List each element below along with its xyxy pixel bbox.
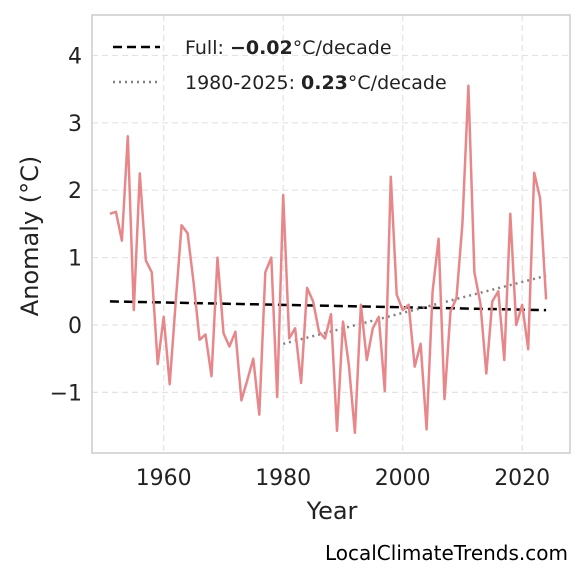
legend-full-value: −0.02 xyxy=(230,37,293,59)
series-line xyxy=(109,84,548,435)
y-tick-label: 3 xyxy=(68,112,82,137)
legend-full-prefix: Full: xyxy=(185,37,230,59)
watermark: LocalClimateTrends.com xyxy=(325,541,568,565)
x-axis-label: Year xyxy=(306,497,358,525)
y-tick-label: 2 xyxy=(68,179,82,204)
y-tick-label: 1 xyxy=(68,247,82,272)
x-tick-label: 2020 xyxy=(494,466,550,491)
x-tick-label: 1960 xyxy=(136,466,192,491)
y-tick-label: 0 xyxy=(68,314,82,339)
x-tick-label: 2000 xyxy=(375,466,431,491)
legend-recent-suffix: °C/decade xyxy=(348,72,447,94)
legend-entry-recent: 1980-2025: 0.23°C/decade xyxy=(185,72,447,94)
y-tick-label: −1 xyxy=(50,381,82,406)
legend-recent-value: 0.23 xyxy=(301,72,348,94)
legend-recent-prefix: 1980-2025: xyxy=(185,72,301,94)
trend-lines xyxy=(109,274,547,346)
grid xyxy=(92,15,570,453)
legend: Full: −0.02°C/decade 1980-2025: 0.23°C/d… xyxy=(113,37,447,94)
trend-line-full xyxy=(109,300,547,312)
series-layer xyxy=(109,84,548,435)
x-tick-label: 1980 xyxy=(255,466,311,491)
y-tick-label: 4 xyxy=(68,44,82,69)
legend-entry-full: Full: −0.02°C/decade xyxy=(185,37,392,59)
legend-full-suffix: °C/decade xyxy=(293,37,392,59)
y-axis-label: Anomaly (°C) xyxy=(16,156,44,316)
plot-frame xyxy=(91,14,571,454)
tick-labels: 1960 1980 2000 2020 −1 0 1 2 3 4 xyxy=(50,44,551,491)
